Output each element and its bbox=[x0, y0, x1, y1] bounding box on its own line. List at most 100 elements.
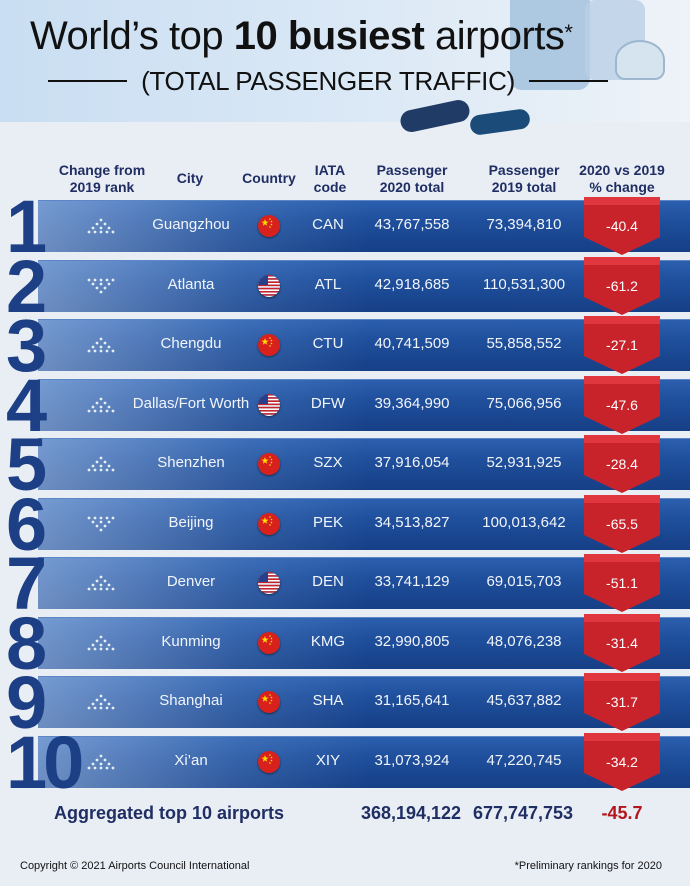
passengers-2019-cell: 69,015,703 bbox=[486, 573, 562, 590]
passengers-2020-cell: 33,741,129 bbox=[374, 573, 450, 590]
table-row: 10 Xi’an XIY 31,073,924 47,220,745 -34.2 bbox=[0, 725, 690, 799]
rank-number: 7 bbox=[6, 542, 47, 625]
cn-flag-icon bbox=[258, 691, 280, 713]
passengers-2019-cell: 48,076,238 bbox=[486, 632, 562, 650]
passengers-2019-cell: 52,931,925 bbox=[486, 454, 562, 471]
pct-change-badge: -31.4 bbox=[584, 613, 660, 672]
rank-number: 3 bbox=[6, 304, 47, 387]
passengers-2019-cell: 110,531,300 bbox=[482, 275, 566, 293]
passengers-2019-cell: 75,066,956 bbox=[486, 394, 562, 412]
passengers-2020-cell: 43,767,558 bbox=[374, 216, 450, 233]
city-cell: Atlanta bbox=[167, 275, 215, 293]
rank-number: 5 bbox=[6, 423, 47, 506]
pct-change-badge: -61.2 bbox=[584, 256, 660, 315]
iata-cell: ATL bbox=[314, 275, 342, 293]
passengers-2019-cell: 47,220,745 bbox=[486, 751, 562, 769]
city-cell: Guangzhou bbox=[152, 216, 230, 233]
rank-down-icon bbox=[86, 278, 116, 294]
rank-number: 1 bbox=[6, 185, 47, 268]
col-header-iata-line2: code bbox=[313, 179, 347, 195]
passengers-2019-cell: 45,637,882 bbox=[486, 692, 562, 709]
us-flag-icon bbox=[258, 572, 280, 594]
page-subtitle: (TOTAL PASSENGER TRAFFIC) bbox=[141, 65, 515, 96]
city-cell: Shanghai bbox=[159, 692, 223, 709]
iata-cell: DEN bbox=[312, 573, 344, 590]
iata-cell: SHA bbox=[312, 692, 344, 709]
city-cell: Beijing bbox=[168, 513, 214, 531]
table-row: 5 Shenzhen SZX 37,916,054 52,931,925 -28.4 bbox=[0, 428, 690, 502]
pct-change-badge: -34.2 bbox=[584, 732, 660, 791]
city-cell: Dallas/Fort Worth bbox=[132, 394, 250, 412]
us-flag-icon bbox=[258, 393, 280, 416]
col-header-p19-line2: 2019 total bbox=[491, 179, 557, 195]
copyright: Copyright © 2021 Airports Council Intern… bbox=[20, 860, 250, 872]
pct-change-value: -65.5 bbox=[606, 515, 638, 532]
table-row: 6 Beijing PEK 34,513,827 100,013,642 -65.5 bbox=[0, 487, 690, 561]
pct-change-value: -28.4 bbox=[606, 456, 638, 472]
title-asterisk: * bbox=[564, 20, 573, 45]
pct-change-badge: -65.5 bbox=[584, 494, 660, 553]
col-header-pct: 2020 vs 2019 % change bbox=[572, 162, 672, 196]
cn-flag-icon bbox=[258, 334, 280, 356]
col-header-change-line1: Change from bbox=[58, 162, 146, 178]
totals-pct-change: -45.7 bbox=[601, 803, 643, 823]
row-band bbox=[38, 378, 690, 431]
rank-up-icon bbox=[86, 397, 116, 413]
row-band bbox=[38, 200, 690, 252]
footnote: *Preliminary rankings for 2020 bbox=[514, 860, 662, 872]
subtitle-row: (TOTAL PASSENGER TRAFFIC) bbox=[48, 65, 609, 96]
totals-2020: 368,194,122 bbox=[360, 803, 462, 823]
row-band bbox=[38, 557, 690, 609]
cn-flag-icon bbox=[258, 453, 280, 475]
pct-change-value: -34.2 bbox=[606, 753, 638, 770]
city-cell: Kunming bbox=[161, 632, 221, 650]
row-band bbox=[38, 319, 690, 371]
rank-up-icon bbox=[86, 337, 116, 353]
col-header-pct-line2: % change bbox=[589, 179, 655, 195]
title-prefix: World’s top bbox=[30, 14, 234, 58]
col-header-change-line2: 2019 rank bbox=[69, 179, 135, 195]
pct-change-value: -40.4 bbox=[606, 218, 638, 234]
city-cell: Chengdu bbox=[160, 335, 222, 352]
city-cell: Shenzhen bbox=[157, 454, 225, 471]
row-band bbox=[38, 438, 690, 490]
row-band bbox=[38, 735, 690, 788]
passengers-2019-cell: 73,394,810 bbox=[486, 216, 562, 233]
pct-change-badge: -27.1 bbox=[584, 316, 660, 374]
iata-cell: SZX bbox=[313, 454, 343, 471]
row-band bbox=[38, 497, 690, 550]
passengers-2020-cell: 39,364,990 bbox=[374, 394, 450, 412]
pct-change-badge: -31.7 bbox=[584, 673, 660, 731]
row-band bbox=[38, 259, 690, 312]
page-title: World’s top 10 busiest airports* bbox=[30, 14, 650, 59]
col-header-iata-line1: IATA bbox=[314, 162, 346, 178]
col-header-city: City bbox=[176, 170, 204, 186]
cn-flag-icon bbox=[258, 512, 280, 535]
rank-up-icon bbox=[86, 575, 116, 591]
us-flag-icon bbox=[258, 274, 280, 297]
passengers-2019-cell: 55,858,552 bbox=[486, 335, 562, 352]
passengers-2020-cell: 32,990,805 bbox=[374, 632, 450, 650]
pct-change-value: -47.6 bbox=[606, 396, 638, 413]
pct-change-badge: -51.1 bbox=[584, 554, 660, 612]
pct-change-value: -31.4 bbox=[606, 634, 638, 651]
table-row: 2 Atlanta ATL 42,918,685 110,531,300 -61.2 bbox=[0, 249, 690, 323]
rank-number: 8 bbox=[6, 601, 47, 685]
table-row: 1 Guangzhou CAN 43,767,558 73,394,810 -40.4 bbox=[0, 190, 690, 264]
col-header-pct-line1: 2020 vs 2019 bbox=[579, 162, 665, 178]
rank-number: 9 bbox=[6, 661, 47, 744]
iata-cell: XIY bbox=[315, 751, 341, 769]
passengers-2020-cell: 40,741,509 bbox=[374, 335, 450, 352]
passengers-2020-cell: 31,165,641 bbox=[374, 692, 450, 709]
rank-up-icon bbox=[86, 218, 116, 234]
totals-label: Aggregated top 10 airports bbox=[54, 803, 285, 823]
pct-change-badge: -40.4 bbox=[584, 197, 660, 255]
row-band bbox=[38, 676, 690, 728]
col-header-p19: Passenger 2019 total bbox=[472, 162, 576, 196]
cn-flag-icon bbox=[258, 750, 280, 773]
rank-up-icon bbox=[86, 635, 116, 651]
city-cell: Xi’an bbox=[174, 751, 208, 769]
rank-down-icon bbox=[86, 516, 116, 532]
iata-cell: CTU bbox=[312, 335, 344, 352]
rank-number: 10 bbox=[6, 720, 84, 804]
